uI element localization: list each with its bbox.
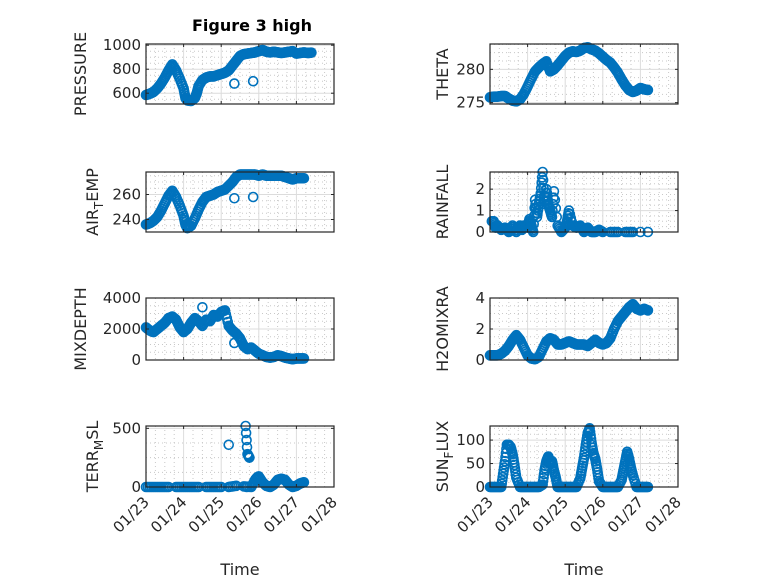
subplot-mixdepth: 0 2000 4000 MIXDEPTH: [71, 287, 335, 371]
figure-title: Figure 3 high: [192, 16, 312, 35]
data-point: [298, 172, 310, 184]
data-point: [298, 353, 310, 364]
y-tick-label: 260: [112, 186, 141, 204]
y-axis-label: RAINFALL: [433, 165, 452, 240]
data-point: [247, 191, 259, 203]
y-axis-label: AIRTEMP: [83, 168, 106, 236]
data-series-h2omixra: [484, 298, 654, 365]
y-axis-label: PRESSURE: [71, 32, 90, 116]
y-axis-label: THETA: [433, 48, 452, 100]
data-series-terr_msl: [140, 420, 310, 493]
y-tick-label: 800: [112, 60, 141, 78]
data-point: [642, 84, 654, 96]
data-point: [537, 479, 548, 490]
data-point: [546, 211, 558, 223]
y-tick-label: 4000: [103, 289, 141, 307]
data-point: [247, 75, 259, 87]
data-point: [537, 174, 549, 186]
subplot-air_temp: 240 260 AIRTEMP: [83, 168, 335, 236]
axes-background: [146, 426, 334, 487]
axes-box: [145, 171, 335, 233]
y-tick-label: 0: [475, 478, 485, 496]
y-tick-label: 2000: [103, 320, 141, 338]
y-tick-label: 0: [131, 478, 141, 496]
y-tick-label: 4: [475, 289, 485, 307]
data-point: [585, 430, 596, 441]
data-series-rainfall: [486, 166, 654, 238]
data-point: [548, 192, 559, 204]
data-point: [229, 337, 240, 349]
subplot-h2omixra: 0 2 4 H2OMIXRA: [433, 286, 679, 372]
x-axis-label: Time: [563, 560, 603, 579]
data-point: [240, 427, 252, 439]
y-tick-label: 2: [475, 180, 485, 198]
x-axis-label: Time: [219, 560, 259, 579]
y-tick-label: 1: [475, 202, 485, 220]
data-point: [223, 439, 235, 451]
data-series-air_temp: [140, 169, 310, 234]
y-tick-label: 275: [456, 94, 485, 112]
y-tick-label: 100: [456, 431, 485, 449]
y-tick-label: 240: [112, 211, 141, 229]
axes-box: [489, 171, 679, 233]
axes-box: [145, 43, 335, 105]
data-point: [541, 183, 552, 195]
axes-box: [145, 425, 335, 488]
y-tick-label: 2: [475, 320, 485, 338]
data-point: [229, 192, 240, 204]
axes-box: [489, 43, 679, 105]
y-tick-label: 280: [456, 60, 485, 78]
data-point: [642, 305, 654, 316]
y-tick-label: 600: [112, 84, 141, 102]
data-series-mixdepth: [140, 301, 310, 365]
data-point: [229, 78, 240, 89]
y-axis-label: SUNFLUX: [433, 421, 456, 493]
data-series-theta: [484, 42, 654, 107]
data-point: [584, 423, 595, 434]
data-point: [244, 452, 255, 463]
data-point: [537, 475, 549, 487]
y-axis-label: H2OMIXRA: [433, 286, 452, 372]
data-point: [584, 426, 596, 438]
data-point: [306, 47, 317, 58]
y-tick-label: 500: [112, 419, 141, 437]
data-point: [197, 301, 208, 313]
y-tick-label: 0: [475, 351, 485, 369]
y-tick-label: 50: [466, 455, 485, 473]
axes-box: [489, 425, 679, 488]
subplot-rainfall: 0 1 2 RAINFALL: [433, 165, 679, 241]
y-tick-label: 0: [475, 223, 485, 241]
data-series-pressure: [140, 44, 317, 107]
y-axis-label: MIXDEPTH: [71, 287, 90, 370]
subplot-pressure: 600 800 1000 PRESSURE: [71, 32, 335, 116]
y-axis-label: TERRMSL: [83, 421, 106, 494]
y-tick-label: 0: [131, 351, 141, 369]
data-point: [241, 434, 252, 446]
y-tick-label: 1000: [103, 36, 141, 54]
